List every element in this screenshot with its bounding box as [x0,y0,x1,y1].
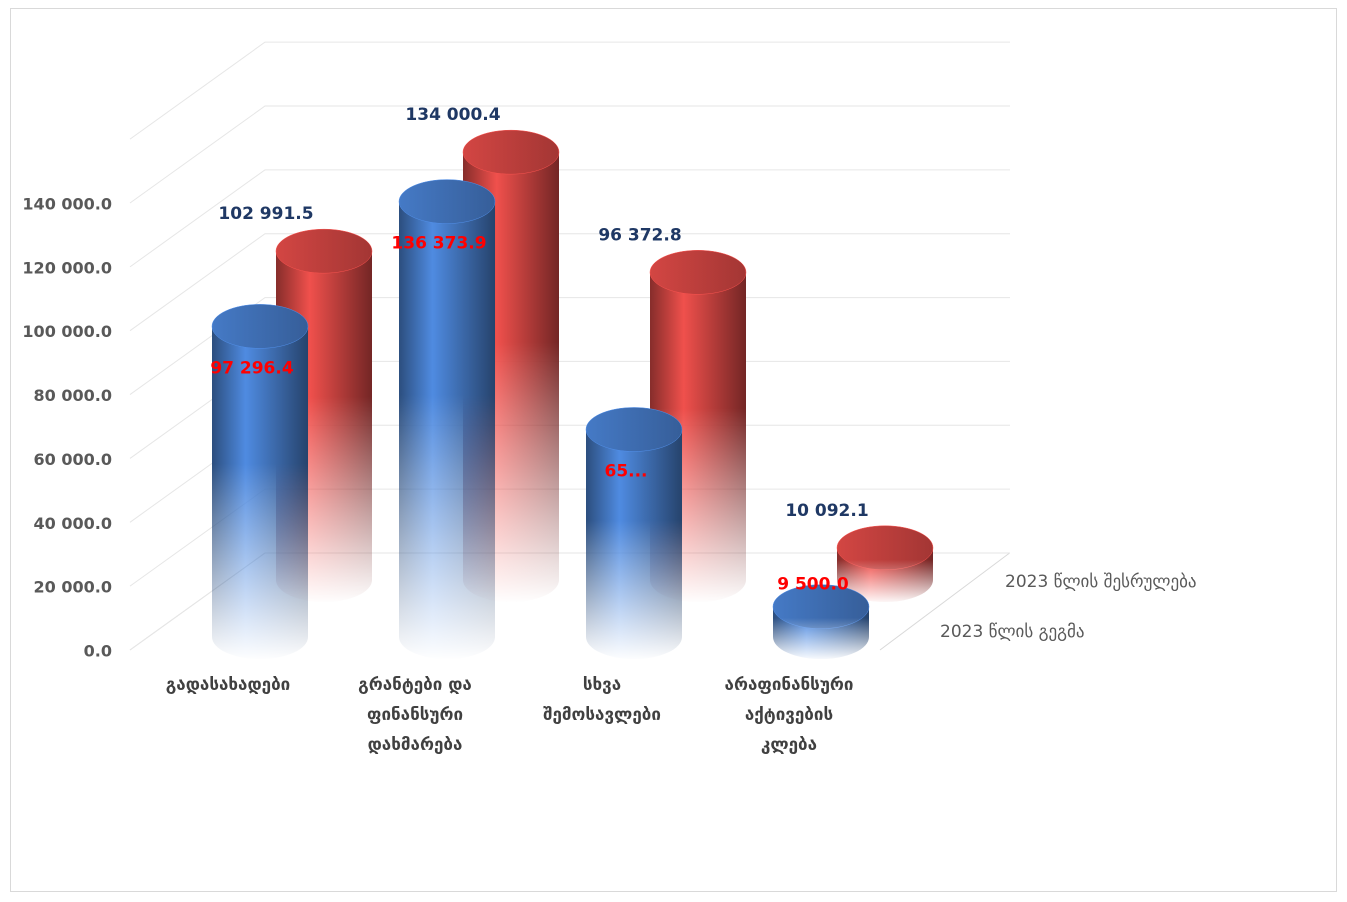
grid-line [129,297,1010,395]
y-tick-label: 40 000.0 [34,514,112,533]
y-tick-label: 60 000.0 [34,450,112,469]
x-tick-label: გრანტები და ფინანსური დახმარება [358,675,472,755]
cylinder [772,584,870,659]
legend-label: 2023 წლის შესრულება [1005,572,1197,592]
bar [399,201,495,659]
value-label: 97 296.4 [210,358,294,378]
y-tick-label: 140 000.0 [22,195,112,214]
cylinder [585,407,683,659]
value-label: 9 500.0 [777,575,849,595]
legend-label: 2023 წლის გეგმა [940,622,1085,642]
x-tick-label: სხვა შემოსავლები [543,675,661,725]
value-label: 102 991.5 [218,204,313,224]
cylinder-top [398,179,496,224]
y-tick-label: 80 000.0 [34,386,112,405]
cylinder [211,304,309,659]
grid-line [129,169,1010,268]
cylinder-top [211,304,309,349]
value-label: 10 092.1 [785,501,868,521]
x-tick-label: არაფინანსური აქტივების კლება [725,675,854,755]
cylinder [398,179,496,659]
cylinder-top [585,407,683,452]
value-label: 134 000.4 [405,105,500,125]
value-label: 65... [604,461,647,481]
grid-line [129,105,1010,204]
cylinder-top [275,228,373,274]
y-tick-label: 20 000.0 [34,578,112,597]
grid-line [129,41,1010,140]
y-tick-label: 0.0 [84,642,112,661]
bar [586,429,682,659]
bar [212,326,308,659]
value-label: 96 372.8 [598,225,681,245]
cylinder-top [836,525,934,571]
value-label: 136 373.9 [391,234,486,254]
cylinder-top [462,129,560,175]
floor-edge [879,552,1010,651]
y-tick-label: 100 000.0 [22,322,112,341]
y-tick-label: 120 000.0 [22,258,112,277]
cylinder-top [649,250,747,295]
cylinder [836,525,934,602]
cylinder-top [772,584,870,629]
x-tick-label: გადასახადები [166,675,291,695]
grid-line [129,233,1010,332]
